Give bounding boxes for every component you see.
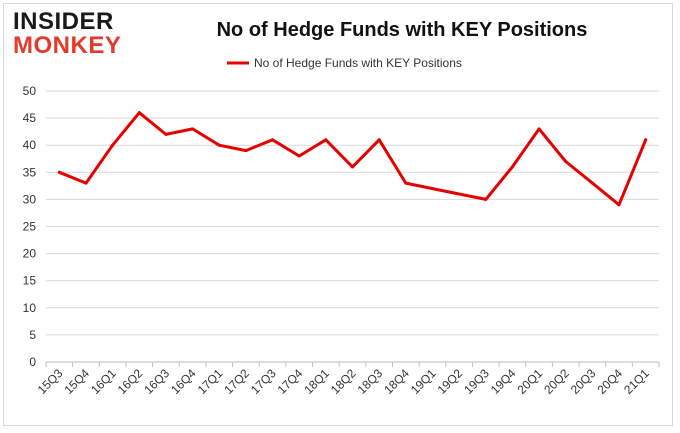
- data-point-15Q4: [84, 181, 88, 185]
- data-point-16Q4: [191, 127, 195, 131]
- data-point-21Q1: [644, 138, 648, 142]
- data-point-17Q1: [217, 143, 221, 147]
- data-point-20Q4: [617, 203, 621, 207]
- x-tick-label: 15Q4: [61, 366, 92, 397]
- x-tick-label: 16Q3: [141, 366, 172, 397]
- y-tick-label: 30: [23, 192, 37, 206]
- grid-lines: [46, 90, 659, 336]
- x-tick-label: 19Q4: [488, 366, 519, 397]
- x-tick-label: 17Q2: [221, 366, 252, 397]
- data-point-18Q4: [404, 181, 408, 185]
- x-tick-label: 17Q1: [195, 366, 226, 397]
- x-tick-label: 21Q1: [621, 366, 652, 397]
- x-tick-label: 18Q3: [355, 366, 386, 397]
- data-point-19Q2: [457, 192, 461, 196]
- x-tick-label: 16Q4: [168, 366, 199, 397]
- y-tick-label: 20: [23, 247, 37, 261]
- x-tick-label: 19Q2: [435, 366, 466, 397]
- y-tick-label: 45: [23, 111, 37, 125]
- x-tick-label: 17Q3: [248, 366, 279, 397]
- y-tick-label: 50: [23, 84, 37, 98]
- x-tick-label: 19Q3: [461, 366, 492, 397]
- x-tick-label: 18Q4: [381, 366, 412, 397]
- data-point-17Q3: [271, 138, 275, 142]
- data-point-20Q3: [590, 181, 594, 185]
- data-point-20Q2: [564, 159, 568, 163]
- data-point-19Q4: [510, 165, 514, 169]
- x-tick-label: 18Q2: [328, 366, 359, 397]
- data-point-16Q1: [111, 143, 115, 147]
- data-point-15Q3: [57, 170, 61, 174]
- x-tick-label: 19Q1: [408, 366, 439, 397]
- data-point-18Q3: [377, 138, 381, 142]
- x-tick-label: 20Q3: [568, 366, 599, 397]
- chart-frame: INSIDER MONKEY No of Hedge Funds with KE…: [3, 3, 673, 426]
- data-point-16Q3: [164, 132, 168, 136]
- x-tick-label: 20Q4: [594, 366, 625, 397]
- y-tick-labels: 0 5 10 15 20 25 30 35 40 45 50: [23, 84, 37, 369]
- x-tick-label: 18Q1: [301, 366, 332, 397]
- legend-label: No of Hedge Funds with KEY Positions: [254, 56, 462, 70]
- data-point-20Q1: [537, 127, 541, 131]
- axes: [45, 361, 660, 367]
- y-tick-label: 0: [29, 355, 36, 369]
- y-tick-label: 35: [23, 165, 37, 179]
- x-tick-label: 20Q2: [541, 366, 572, 397]
- data-point-18Q2: [351, 165, 354, 169]
- x-tick-label: 17Q4: [275, 366, 306, 397]
- data-point-16Q2: [137, 111, 141, 115]
- legend: No of Hedge Funds with KEY Positions: [227, 56, 462, 70]
- x-tick-labels: 15Q315Q416Q116Q216Q316Q417Q117Q217Q317Q4…: [35, 366, 652, 397]
- series-line: [57, 111, 648, 207]
- data-point-17Q2: [244, 149, 248, 153]
- y-tick-label: 5: [29, 328, 36, 342]
- data-point-19Q1: [430, 187, 434, 191]
- x-tick-label: 20Q1: [515, 366, 546, 397]
- y-tick-label: 25: [23, 220, 37, 234]
- logo-text-monkey: MONKEY: [13, 32, 122, 59]
- y-tick-label: 15: [23, 274, 37, 288]
- x-tick-label: 15Q3: [35, 366, 66, 397]
- data-point-19Q3: [484, 197, 488, 201]
- chart-title: No of Hedge Funds with KEY Positions: [216, 19, 588, 41]
- insider-monkey-logo: INSIDER MONKEY: [13, 8, 131, 60]
- data-point-18Q1: [324, 138, 328, 142]
- y-tick-label: 40: [23, 138, 37, 152]
- data-point-17Q4: [297, 154, 301, 158]
- series-group: [57, 111, 648, 207]
- x-tick-label: 16Q2: [115, 366, 146, 397]
- logo-text-insider: INSIDER: [13, 8, 114, 35]
- x-tick-label: 16Q1: [88, 366, 119, 397]
- y-tick-label: 10: [23, 301, 37, 315]
